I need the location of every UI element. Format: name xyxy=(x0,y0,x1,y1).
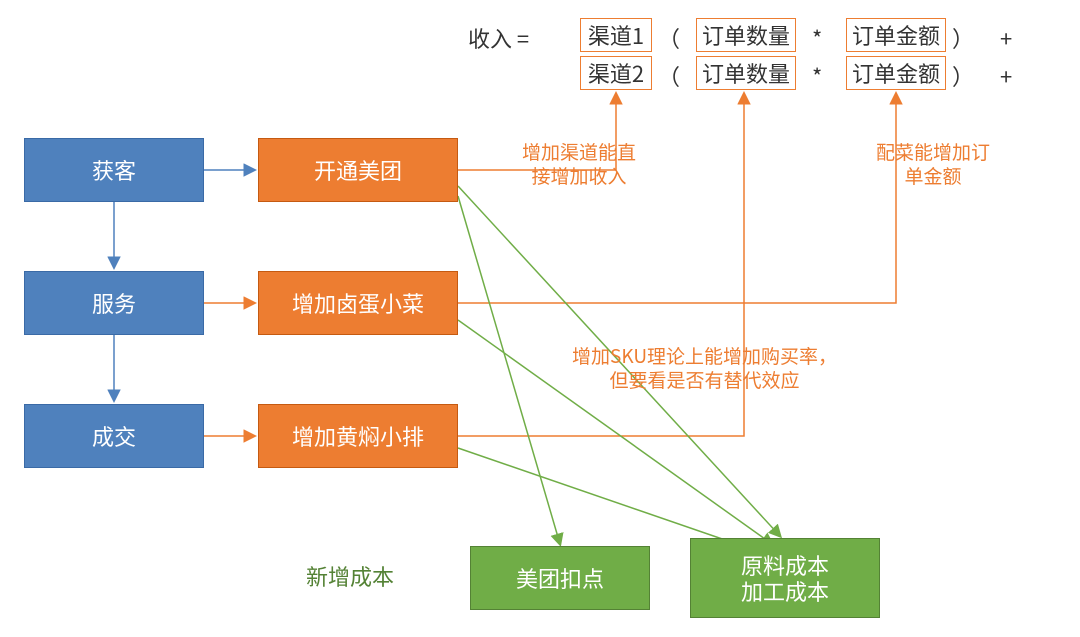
formula-r1-rparen: ） xyxy=(952,22,974,54)
node-ludan: 增加卤蛋小菜 xyxy=(258,271,458,335)
formula-r2-amt: 订单金额 xyxy=(846,56,946,90)
formula-r1-qty: 订单数量 xyxy=(696,18,796,52)
anno-channel: 增加渠道能直 接增加收入 xyxy=(522,140,636,188)
formula-r2-qty: 订单数量 xyxy=(696,56,796,90)
formula-r1-channel: 渠道1 xyxy=(580,18,652,52)
node-cost: 原料成本 加工成本 xyxy=(690,538,880,618)
anno-sku: 增加SKU理论上能增加购买率， 但要看是否有替代效应 xyxy=(572,344,837,392)
formula-r2-channel: 渠道2 xyxy=(580,56,652,90)
label-new-cost: 新增成本 xyxy=(306,560,394,592)
formula-r1-lparen: （ xyxy=(658,22,680,54)
anno-amount: 配菜能增加订 单金额 xyxy=(876,140,990,188)
node-koudian: 美团扣点 xyxy=(470,546,650,610)
node-xiaopai: 增加黄焖小排 xyxy=(258,404,458,468)
formula-r1-amt: 订单金额 xyxy=(846,18,946,52)
formula-r1-times: * xyxy=(812,22,822,54)
formula-equals: 收入 = xyxy=(468,22,529,54)
formula-r2-rparen: ） xyxy=(952,60,974,92)
node-deal: 成交 xyxy=(24,404,204,468)
formula-r2-times: * xyxy=(812,60,822,92)
formula-r2-plus: + xyxy=(1000,60,1012,92)
node-acquire: 获客 xyxy=(24,138,204,202)
node-meituan: 开通美团 xyxy=(258,138,458,202)
formula-r2-lparen: （ xyxy=(658,60,680,92)
node-serve: 服务 xyxy=(24,271,204,335)
formula-r1-plus: + xyxy=(1000,22,1012,54)
